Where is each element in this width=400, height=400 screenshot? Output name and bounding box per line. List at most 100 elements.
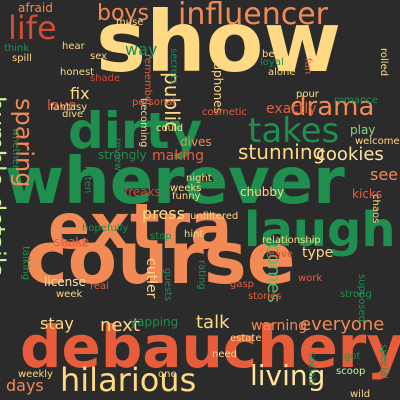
word-show: show <box>96 0 342 91</box>
word-afraid: afraid <box>18 1 53 15</box>
word-special: special <box>378 344 389 379</box>
word-unfiltered: unfiltered <box>190 211 239 222</box>
word-freaks: freaks <box>124 185 161 199</box>
word-weekly: weekly <box>18 369 53 380</box>
word-license: license <box>44 275 86 289</box>
word-course: course <box>25 216 296 300</box>
word-drama: drama <box>290 92 375 122</box>
word-muse: muse <box>116 17 144 28</box>
word-cookies: cookies <box>316 144 384 165</box>
word-dirty: dirty <box>68 102 203 160</box>
word-need: need <box>212 349 237 360</box>
word-humble: humble <box>0 96 10 187</box>
word-strong: strong <box>340 289 372 300</box>
word-stop: stop <box>150 231 172 242</box>
word-rating: rating <box>196 260 207 290</box>
word-boys: boys <box>97 1 149 26</box>
word-press: press <box>142 204 185 223</box>
word-alone: alone <box>268 67 296 78</box>
word-weeks: weeks <box>170 183 202 194</box>
word-stay: stay <box>40 314 74 333</box>
word-chaos: chaos <box>370 194 381 224</box>
word-one: one <box>158 369 177 380</box>
word-loyal: loyal <box>260 57 284 68</box>
word-hear: hear <box>62 41 85 52</box>
word-night: night <box>186 173 212 184</box>
word-stories: stories <box>248 291 282 302</box>
word-details: details <box>0 196 10 276</box>
word-everyone: everyone <box>300 314 385 335</box>
word-supposed: supposed <box>356 274 367 323</box>
word-bed: bed <box>262 49 281 60</box>
word-debauchery: debauchery <box>20 313 400 381</box>
word-welcome: welcome <box>355 136 400 147</box>
word-see: see <box>370 165 399 184</box>
word-living: living <box>250 359 326 392</box>
word-socials: socials <box>306 352 317 386</box>
word-hopefully: hopefully <box>82 223 129 234</box>
word-way: way <box>125 40 158 59</box>
word-extra: extra <box>48 190 233 263</box>
word-play: play <box>350 123 376 137</box>
word-remember: remember <box>142 54 153 107</box>
word-spill: spill <box>12 53 32 64</box>
word-hilarious: hilarious <box>60 361 197 399</box>
word-chubby: chubby <box>240 185 285 199</box>
word-secrets: secrets <box>168 48 179 85</box>
word-shake: shake <box>54 235 90 249</box>
word-rolled: rolled <box>378 48 389 77</box>
word-type: type <box>302 245 334 261</box>
word-could: could <box>156 123 184 134</box>
word-cutler: cutler <box>143 258 159 299</box>
word-work: work <box>298 273 323 284</box>
word-fun: fun <box>302 58 313 75</box>
word-shade: shade <box>90 73 121 84</box>
word-making: making <box>152 148 204 164</box>
word-drink: drink <box>62 239 88 250</box>
word-sex: sex <box>90 51 108 62</box>
word-personal: personal <box>132 97 176 108</box>
word-week: week <box>56 289 83 300</box>
word-talking: talking <box>20 246 31 281</box>
word-strongly: strongly <box>98 148 147 162</box>
word-love: love <box>47 98 77 114</box>
word-funny: funny <box>172 191 201 202</box>
word-romance: romance <box>334 95 378 106</box>
word-pour: pour <box>296 89 319 100</box>
word-stunning: stunning <box>238 140 326 164</box>
word-review: review <box>112 138 123 172</box>
word-kicks: kicks <box>352 187 383 201</box>
word-relationship: relationship <box>262 235 321 246</box>
word-dive: dive <box>62 109 84 120</box>
word-wherever: wherever <box>5 145 345 219</box>
word-days: days <box>6 376 44 395</box>
word-life: life <box>8 9 57 47</box>
word-got: got <box>344 351 361 362</box>
word-think: think <box>4 43 30 54</box>
word-takes: takes <box>248 111 340 151</box>
word-influencer: influencer <box>178 0 329 32</box>
word-fix: fix <box>70 84 90 103</box>
word-gasp: gasp <box>230 279 255 290</box>
word-dives: dives <box>180 135 212 149</box>
word-real: real <box>90 281 109 292</box>
word-estate: estate <box>230 333 262 344</box>
word-laugh: laugh <box>244 202 396 258</box>
word-warning: warning <box>251 318 308 334</box>
word-listen: listen <box>82 166 93 194</box>
word-hint: hint <box>184 229 204 240</box>
word-guests: guests <box>162 268 173 302</box>
word-talk: talk <box>196 312 230 333</box>
word-next: next <box>100 315 140 336</box>
word-leave: leave <box>266 249 294 260</box>
word-honest: honest <box>60 67 95 78</box>
word-scoop: scoop <box>336 366 366 377</box>
word-headphones: headphones <box>211 40 225 114</box>
word-fantasy: fantasy <box>50 102 88 113</box>
word-exactly: exactly <box>266 101 317 117</box>
word-cosmetic: cosmetic <box>202 107 247 118</box>
word-whether: whether <box>10 128 21 170</box>
word-wild: wild <box>350 389 371 400</box>
word-yapping: yapping <box>130 315 179 329</box>
